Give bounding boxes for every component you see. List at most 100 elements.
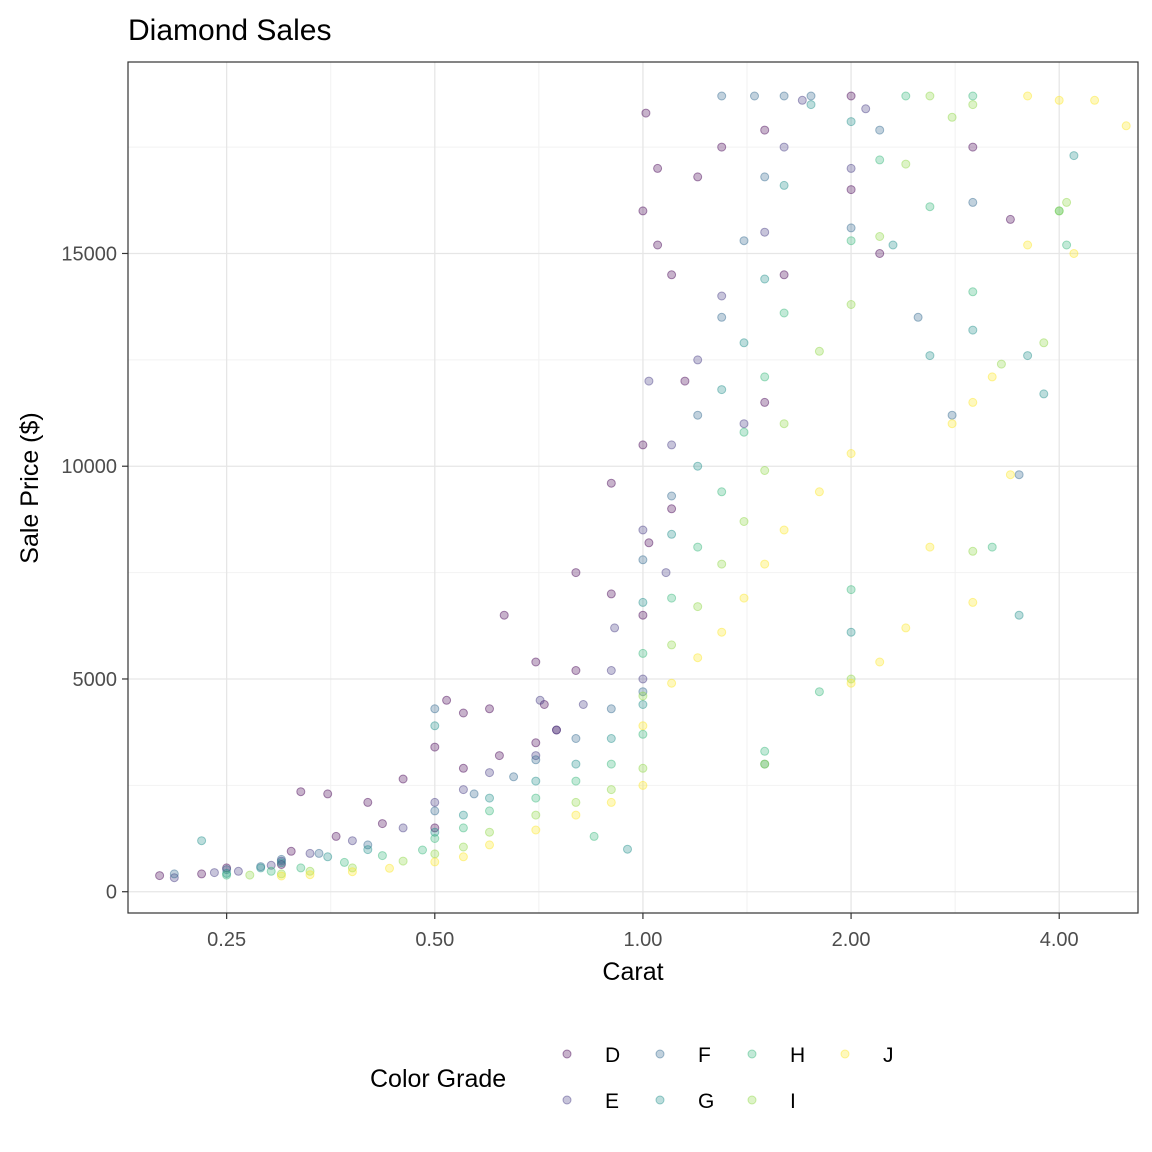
data-point <box>276 858 286 868</box>
data-point <box>531 751 541 761</box>
data-point <box>589 831 599 841</box>
data-point <box>638 700 648 709</box>
data-point <box>385 863 394 873</box>
data-point <box>779 270 789 280</box>
data-point <box>398 823 408 833</box>
data-point <box>888 240 898 250</box>
data-point <box>539 700 549 709</box>
data-point <box>485 827 494 837</box>
x-tick-label: 1.00 <box>623 929 662 951</box>
data-point <box>296 787 306 797</box>
legend-item-G: G <box>655 1090 714 1113</box>
data-point <box>717 312 727 322</box>
data-point <box>1069 249 1079 258</box>
x-tick-label: 2.00 <box>832 929 871 951</box>
data-point <box>531 810 541 820</box>
data-point <box>458 785 468 795</box>
data-point <box>913 312 923 322</box>
data-point <box>638 597 648 607</box>
data-point <box>442 695 452 705</box>
data-point <box>638 206 648 216</box>
data-point <box>846 163 856 173</box>
data-point <box>760 125 770 135</box>
data-point <box>571 568 581 578</box>
data-point <box>1014 610 1024 620</box>
data-point <box>458 763 468 773</box>
data-point <box>667 529 677 539</box>
data-point <box>925 91 935 101</box>
data-point <box>806 100 816 110</box>
data-point <box>968 546 978 556</box>
data-point <box>296 863 306 873</box>
data-point <box>1005 470 1015 480</box>
data-point <box>875 155 885 165</box>
data-point <box>638 780 648 790</box>
data-point <box>458 708 468 718</box>
data-point <box>968 397 978 407</box>
data-point <box>760 274 770 284</box>
data-point <box>947 419 957 429</box>
data-point <box>806 91 816 101</box>
data-point <box>485 768 494 778</box>
data-point <box>667 491 677 501</box>
series-H <box>222 91 1072 880</box>
data-point <box>846 185 856 195</box>
data-point <box>638 687 648 697</box>
data-point <box>363 840 373 850</box>
data-point <box>641 108 651 118</box>
data-point <box>667 593 677 603</box>
series-F <box>169 91 1024 879</box>
data-point <box>485 840 494 850</box>
data-point <box>667 504 677 514</box>
data-point <box>638 674 648 684</box>
x-axis: 0.25 0.50 1.00 2.00 4.00 <box>207 913 1079 951</box>
data-point <box>430 721 440 731</box>
data-point <box>693 461 703 471</box>
data-point <box>377 819 387 829</box>
data-point <box>1023 240 1033 250</box>
data-point <box>968 597 978 607</box>
data-point <box>968 325 978 335</box>
data-point <box>638 729 648 739</box>
data-point <box>1039 389 1049 399</box>
legend-label-E: E <box>605 1090 619 1113</box>
legend-label-D: D <box>605 1044 620 1067</box>
data-point <box>680 376 690 386</box>
data-point <box>531 776 541 786</box>
data-point <box>739 236 749 246</box>
data-point <box>968 100 978 110</box>
data-point <box>430 742 440 752</box>
data-point <box>779 525 789 535</box>
data-point <box>606 478 616 488</box>
data-point <box>571 666 581 675</box>
data-point <box>968 197 978 207</box>
data-point <box>760 759 770 769</box>
data-point <box>266 866 276 876</box>
legend-label-G: G <box>698 1090 714 1113</box>
data-point <box>430 834 440 843</box>
y-axis-title: Sale Price ($) <box>16 412 44 563</box>
data-point <box>314 848 324 858</box>
data-point <box>571 734 581 743</box>
data-point <box>1039 338 1049 348</box>
data-point <box>760 372 770 382</box>
legend-label-J: J <box>883 1044 894 1067</box>
data-point <box>222 868 232 878</box>
data-point <box>739 593 749 603</box>
series-I <box>245 91 1072 880</box>
chart-title: Diamond Sales <box>128 14 331 47</box>
data-point <box>968 91 978 101</box>
data-point <box>693 172 703 182</box>
data-point <box>925 351 935 361</box>
data-point <box>606 785 616 795</box>
data-point <box>861 104 871 114</box>
data-point <box>323 852 333 862</box>
data-point <box>846 627 856 637</box>
data-point <box>779 419 789 429</box>
data-point <box>901 159 911 169</box>
data-point <box>323 789 333 799</box>
data-point <box>667 270 677 280</box>
data-point <box>531 657 541 667</box>
data-point <box>571 797 581 807</box>
data-point <box>276 869 286 879</box>
